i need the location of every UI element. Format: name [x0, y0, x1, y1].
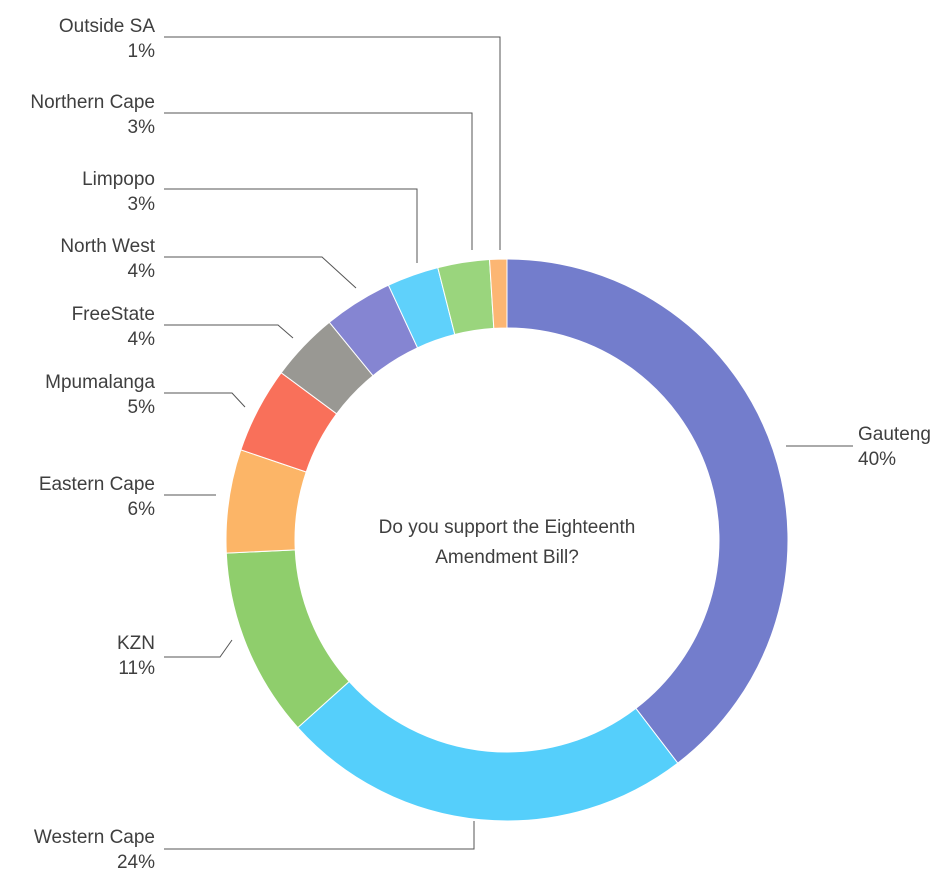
- leader-line-western-cape: [164, 821, 475, 850]
- label-value-outside-sa: 1%: [128, 41, 156, 62]
- label-name-northern-cape: Northern Cape: [30, 92, 155, 113]
- leader-line-freestate: [164, 324, 294, 339]
- leader-line-limpopo: [164, 188, 418, 263]
- label-name-limpopo: Limpopo: [82, 169, 155, 190]
- slice-gauteng: [506, 258, 789, 764]
- slice-western-cape: [297, 680, 679, 822]
- label-name-freestate: FreeState: [72, 304, 155, 325]
- label-name-kzn: KZN: [117, 633, 155, 654]
- chart-title-line-1: Do you support the Eighteenth: [379, 517, 636, 538]
- leader-lines: [164, 36, 853, 850]
- leader-line-mpumalanga: [164, 392, 246, 408]
- slice-outside-sa: [488, 258, 508, 329]
- label-name-north-west: North West: [60, 236, 155, 257]
- label-name-mpumalanga: Mpumalanga: [45, 372, 155, 393]
- leader-line-kzn: [164, 639, 233, 658]
- label-value-north-west: 4%: [128, 261, 156, 282]
- donut-slices: [225, 258, 789, 822]
- label-value-eastern-cape: 6%: [128, 499, 156, 520]
- label-value-northern-cape: 3%: [128, 117, 156, 138]
- label-name-gauteng: Gauteng: [858, 424, 931, 445]
- label-value-mpumalanga: 5%: [128, 397, 156, 418]
- label-value-kzn: 11%: [118, 658, 155, 679]
- label-value-gauteng: 40%: [858, 449, 896, 470]
- chart-title-line-2: Amendment Bill?: [435, 547, 579, 568]
- leader-line-outside-sa: [164, 36, 501, 250]
- label-value-freestate: 4%: [128, 329, 156, 350]
- label-name-outside-sa: Outside SA: [59, 16, 155, 37]
- label-value-western-cape: 24%: [117, 852, 155, 870]
- label-name-eastern-cape: Eastern Cape: [39, 474, 155, 495]
- leader-line-north-west: [164, 256, 357, 289]
- label-value-limpopo: 3%: [128, 194, 156, 215]
- label-name-western-cape: Western Cape: [34, 827, 155, 848]
- slice-labels: Gauteng 40% Western Cape 24% KZN 11% Eastern C…: [30, 16, 931, 870]
- leader-line-northern-cape: [164, 112, 473, 250]
